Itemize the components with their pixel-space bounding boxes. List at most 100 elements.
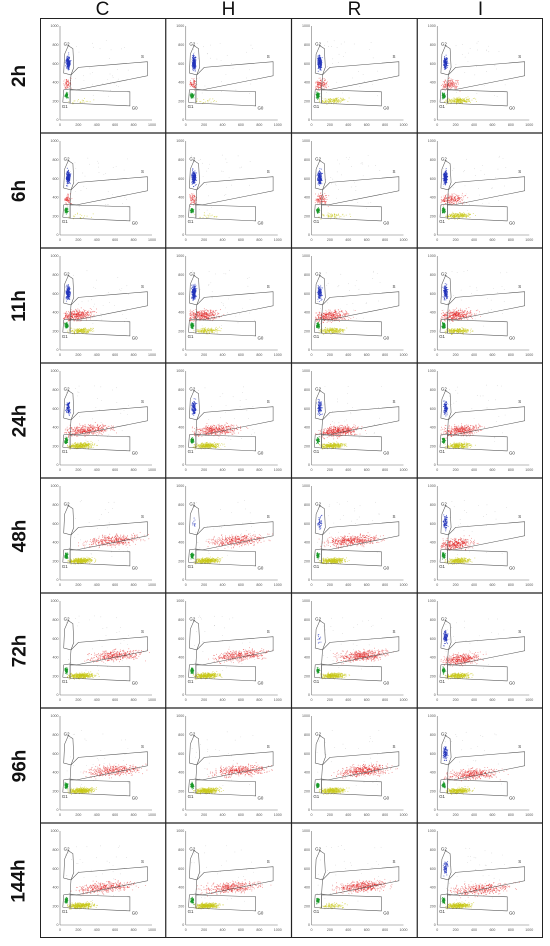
g0-event xyxy=(328,216,329,217)
x-tick-label: 200 xyxy=(75,238,81,242)
s-event xyxy=(452,80,453,81)
s-event xyxy=(67,317,68,318)
g1-event xyxy=(65,210,66,211)
g0-event xyxy=(214,216,215,217)
event-dot xyxy=(368,166,369,167)
x-tick-label: 200 xyxy=(75,353,81,357)
s-event xyxy=(449,80,450,81)
panel-6h-R: 0 200 400 600 800 100002004006008001000G2SG1 G… xyxy=(302,139,408,242)
g1-event xyxy=(444,96,445,97)
g1-event xyxy=(190,210,191,211)
g0-event xyxy=(330,99,331,100)
g1-event xyxy=(318,208,319,209)
event-dot xyxy=(93,287,94,288)
s-event xyxy=(325,203,326,204)
g0-event xyxy=(203,217,204,218)
event-dot xyxy=(93,47,94,48)
x-tick-label: 200 xyxy=(453,123,459,127)
event-dot xyxy=(121,290,122,291)
g2-event xyxy=(322,57,323,58)
s-event xyxy=(193,79,194,80)
x-tick-label: 0 xyxy=(185,123,187,127)
y-tick-label: 800 xyxy=(430,158,436,162)
s-event xyxy=(64,79,65,80)
s-event xyxy=(326,87,327,88)
s-event xyxy=(88,316,89,317)
g2-event xyxy=(443,175,444,176)
g2-event xyxy=(193,63,194,64)
event-dot xyxy=(465,185,466,186)
event-dot xyxy=(348,159,349,160)
s-event xyxy=(318,81,319,82)
s-gate xyxy=(447,177,524,205)
x-tick-label: 400 xyxy=(220,238,226,242)
s-event xyxy=(63,83,64,84)
event-dot xyxy=(346,157,347,158)
g0-event xyxy=(462,102,463,103)
g2-gate-label: G2 xyxy=(64,42,70,47)
s-event xyxy=(80,321,81,322)
event-dot xyxy=(113,77,114,78)
g2-event xyxy=(317,180,318,181)
g2-gate-label: G2 xyxy=(315,42,321,47)
s-event xyxy=(324,80,325,81)
g2-gate-label: G2 xyxy=(441,42,447,47)
s-event xyxy=(325,198,326,199)
x-tick-label: 200 xyxy=(201,123,207,127)
g0-event xyxy=(333,98,334,99)
s-event xyxy=(79,316,80,317)
x-tick-label: 400 xyxy=(345,123,351,127)
s-event xyxy=(443,81,444,82)
g0-event xyxy=(199,101,200,102)
event-dot xyxy=(119,289,120,290)
event-dot xyxy=(332,58,333,59)
event-dot xyxy=(360,86,361,87)
s-event xyxy=(81,307,82,308)
g2-event xyxy=(443,181,444,182)
s-event xyxy=(85,310,86,311)
event-dot xyxy=(236,90,237,91)
event-dot xyxy=(227,55,228,56)
s-event xyxy=(459,195,460,196)
g0-event xyxy=(466,216,467,217)
event-dot xyxy=(199,78,200,79)
g0-event xyxy=(468,216,469,217)
s-event xyxy=(449,196,450,197)
s-event xyxy=(190,200,191,201)
g2-event xyxy=(319,173,320,174)
s-event xyxy=(455,86,456,87)
g2-event xyxy=(445,178,446,179)
g0-event xyxy=(340,98,341,99)
s-event xyxy=(450,196,451,197)
y-tick-label: 1000 xyxy=(302,139,310,143)
event-dot xyxy=(238,155,239,156)
s-event xyxy=(68,87,69,88)
event-dot xyxy=(224,195,225,196)
g2-event xyxy=(67,172,68,173)
g2-event xyxy=(446,179,447,180)
y-tick-label: 600 xyxy=(304,177,310,181)
s-event xyxy=(446,201,447,202)
event-dot xyxy=(249,93,250,94)
s-event xyxy=(453,200,454,201)
g2-event xyxy=(65,65,66,66)
s-event xyxy=(457,195,458,196)
s-event xyxy=(77,311,78,312)
event-dot xyxy=(76,180,77,181)
s-event xyxy=(454,197,455,198)
panel-2h-R: 0 200 400 600 800 100002004006008001000G2SG1 G… xyxy=(302,24,408,127)
g0-event xyxy=(93,328,94,329)
s-gate xyxy=(196,62,273,90)
s-event xyxy=(194,78,195,79)
g2-event xyxy=(192,66,193,67)
g0-event xyxy=(200,217,201,218)
s-event xyxy=(446,81,447,82)
g1-event xyxy=(318,93,319,94)
y-tick-label: 200 xyxy=(53,99,59,103)
g0-event xyxy=(457,101,458,102)
s-event xyxy=(79,317,80,318)
event-dot xyxy=(207,53,208,54)
g2-event xyxy=(66,173,67,174)
s-event xyxy=(194,83,195,84)
s-event xyxy=(459,198,460,199)
